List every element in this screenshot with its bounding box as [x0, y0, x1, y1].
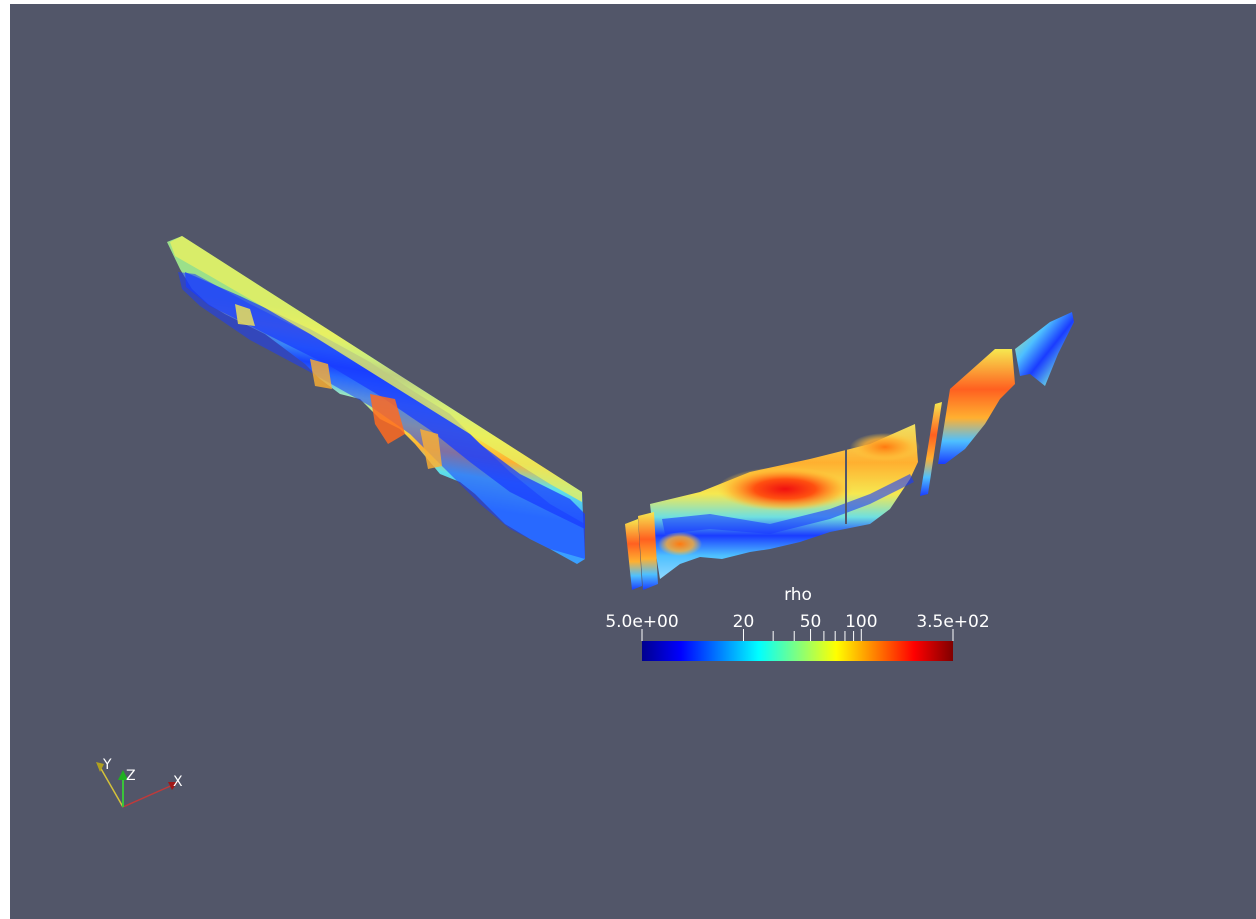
y-axis-arrow — [96, 762, 104, 772]
orientation-axes: X Y Z — [96, 757, 183, 808]
y-axis-label: Y — [102, 757, 112, 773]
scalar-bar-label: 50 — [800, 612, 822, 632]
left-profile — [167, 236, 585, 564]
right-strip-3 — [920, 402, 942, 496]
right-strip-2 — [638, 512, 658, 590]
z-axis-label: Z — [126, 768, 136, 784]
scalar-bar-title: rho — [784, 585, 812, 605]
z-axis-arrow — [118, 770, 128, 780]
scalar-bar-gradient — [642, 641, 953, 661]
scene-canvas[interactable]: rho 5.0e+00 20 50 100 3.5e+02 X Y Z — [10, 4, 1256, 919]
scalar-bar-label: 20 — [733, 612, 755, 632]
right-profile — [650, 424, 920, 579]
scalar-bar-label: 100 — [845, 612, 877, 632]
scalar-bar-label: 5.0e+00 — [605, 612, 678, 632]
right-strip-1 — [625, 519, 642, 590]
right-strip-4 — [938, 349, 1015, 464]
x-axis-arrow — [168, 782, 178, 790]
render-view[interactable]: rho 5.0e+00 20 50 100 3.5e+02 X Y Z — [10, 4, 1256, 919]
x-axis-line — [122, 783, 176, 808]
y-axis-line — [99, 766, 124, 808]
x-axis-label: X — [173, 774, 183, 790]
scalar-bar: rho 5.0e+00 20 50 100 3.5e+02 — [605, 585, 990, 661]
scalar-bar-labels: 5.0e+00 20 50 100 3.5e+02 — [605, 612, 989, 632]
scalar-bar-label: 3.5e+02 — [916, 612, 989, 632]
scalar-bar-ticks — [641, 629, 954, 641]
right-strip-5 — [1015, 312, 1074, 386]
